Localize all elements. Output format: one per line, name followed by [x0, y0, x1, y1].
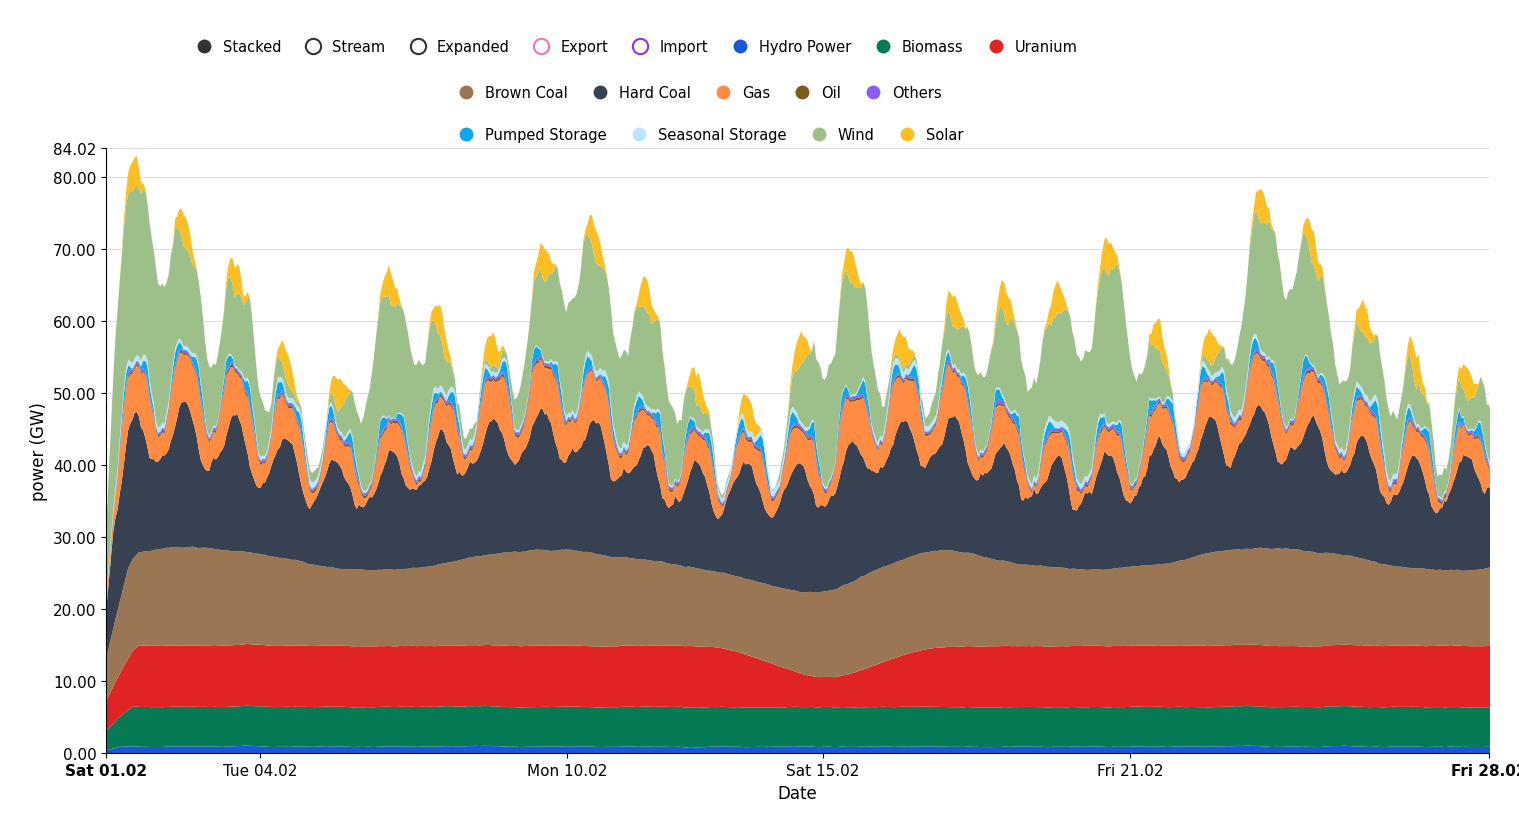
Legend: Pumped Storage, Seasonal Storage, Wind, Solar: Pumped Storage, Seasonal Storage, Wind, …: [453, 128, 963, 143]
X-axis label: Date: Date: [778, 784, 817, 802]
Y-axis label: power (GW): power (GW): [29, 402, 47, 501]
